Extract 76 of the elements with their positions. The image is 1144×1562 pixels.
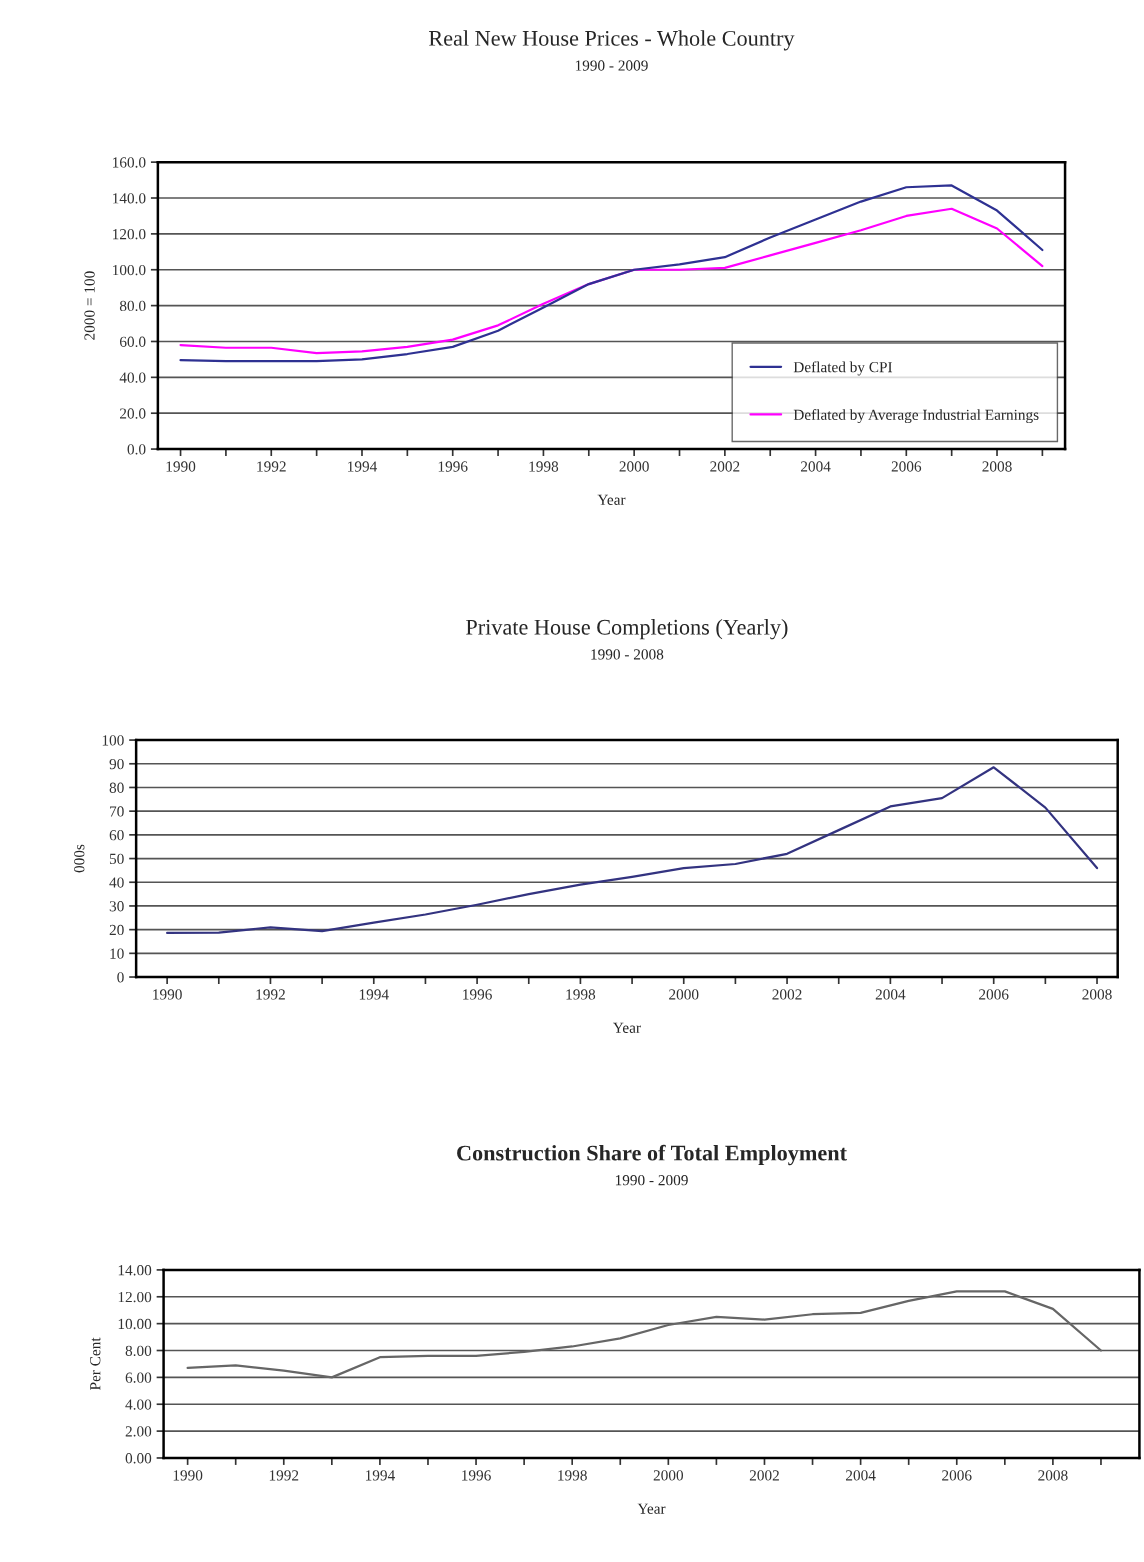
x-tick-label: 2006 xyxy=(891,461,922,472)
x-tick-label: 2008 xyxy=(1038,1470,1068,1481)
y-axis-title: 000s xyxy=(74,844,85,873)
x-tick-label: 1996 xyxy=(462,1470,491,1481)
x-tick-label: 1998 xyxy=(558,1470,587,1481)
y-tick-label: 70 xyxy=(110,806,124,817)
x-tick-label: 1998 xyxy=(566,989,596,1000)
x-tick-label: 1994 xyxy=(348,461,378,472)
x-tick-label: 2006 xyxy=(979,989,1009,1000)
legend-label: Deflated by CPI xyxy=(793,361,893,376)
line-series xyxy=(166,766,1099,935)
y-tick-label: 2.00 xyxy=(125,1426,152,1437)
y-tick-label: 160.0 xyxy=(113,157,146,168)
x-axis-title: Year xyxy=(613,1022,641,1033)
y-tick-label: 80 xyxy=(109,782,124,793)
x-tick-label: 2008 xyxy=(982,461,1012,472)
y-tick-label: 80.0 xyxy=(119,300,146,312)
chart-title: Private House Completions (Yearly) xyxy=(466,619,788,640)
line-series xyxy=(179,184,1044,363)
y-tick-label: 0.0 xyxy=(127,444,146,455)
x-tick-label: 2002 xyxy=(710,461,740,472)
x-tick-label: 1990 xyxy=(173,1470,203,1481)
y-tick-label: 60 xyxy=(109,830,124,841)
y-tick-label: 4.00 xyxy=(125,1399,152,1410)
x-tick-label: 1992 xyxy=(269,1470,299,1481)
x-tick-label: 2000 xyxy=(669,989,699,1000)
chart-title: Real New House Prices - Whole Country xyxy=(429,30,795,51)
x-axis-title: Year xyxy=(597,494,626,505)
y-tick-label: 30 xyxy=(109,901,124,912)
y-tick-label: 12.00 xyxy=(118,1291,152,1303)
x-tick-label: 2000 xyxy=(653,1470,684,1481)
x-tick-label: 1994 xyxy=(365,1470,395,1481)
chart-title: Construction Share of Total Employment xyxy=(457,1144,847,1166)
y-tick-label: 40.0 xyxy=(119,372,146,383)
x-tick-label: 2004 xyxy=(846,1470,876,1481)
line-series xyxy=(186,1290,1103,1379)
x-tick-label: 2004 xyxy=(875,989,906,1000)
y-tick-label: 100.0 xyxy=(113,264,146,276)
y-axis-title: 2000 = 100 xyxy=(84,271,95,340)
y-tick-label: 10 xyxy=(110,948,124,959)
y-tick-label: 100 xyxy=(102,735,124,746)
y-tick-label: 120.0 xyxy=(113,229,146,240)
y-tick-label: 40 xyxy=(109,877,124,888)
y-tick-label: 20 xyxy=(109,924,124,936)
y-tick-label: 8.00 xyxy=(125,1345,152,1357)
x-tick-label: 1990 xyxy=(166,461,196,472)
x-tick-label: 1996 xyxy=(463,989,492,1000)
x-axis-title: Year xyxy=(637,1503,666,1514)
y-tick-label: 0 xyxy=(117,972,124,983)
x-tick-label: 1992 xyxy=(257,461,286,472)
y-tick-label: 20.0 xyxy=(120,408,146,419)
x-tick-label: 2002 xyxy=(772,989,802,1000)
x-tick-label: 2006 xyxy=(942,1470,972,1481)
line-series xyxy=(179,207,1044,355)
chart-subtitle: 1990 - 2009 xyxy=(575,60,648,71)
x-tick-label: 1994 xyxy=(359,989,389,1000)
chart-subtitle: 1990 - 2008 xyxy=(591,649,664,660)
y-tick-label: 50 xyxy=(109,853,124,864)
y-tick-label: 6.00 xyxy=(125,1372,152,1383)
y-tick-label: 10.00 xyxy=(118,1318,152,1330)
x-tick-label: 2002 xyxy=(749,1470,779,1481)
x-tick-label: 2000 xyxy=(619,461,649,472)
legend-label: Deflated by Average Industrial Earnings xyxy=(793,409,1039,424)
x-tick-label: 1990 xyxy=(153,989,182,1000)
y-axis-title: Per Cent xyxy=(90,1337,101,1391)
x-tick-label: 1992 xyxy=(256,989,285,1000)
x-tick-label: 1996 xyxy=(438,461,468,472)
y-tick-label: 140.0 xyxy=(113,193,146,204)
x-tick-label: 2004 xyxy=(800,461,831,472)
chart-subtitle: 1990 - 2009 xyxy=(615,1175,688,1186)
y-tick-label: 0.00 xyxy=(125,1453,152,1464)
y-tick-label: 60.0 xyxy=(119,336,146,347)
y-tick-label: 14.00 xyxy=(118,1265,152,1276)
x-tick-label: 1998 xyxy=(529,461,559,472)
y-tick-label: 90 xyxy=(109,758,124,770)
x-tick-label: 2008 xyxy=(1082,989,1112,1000)
